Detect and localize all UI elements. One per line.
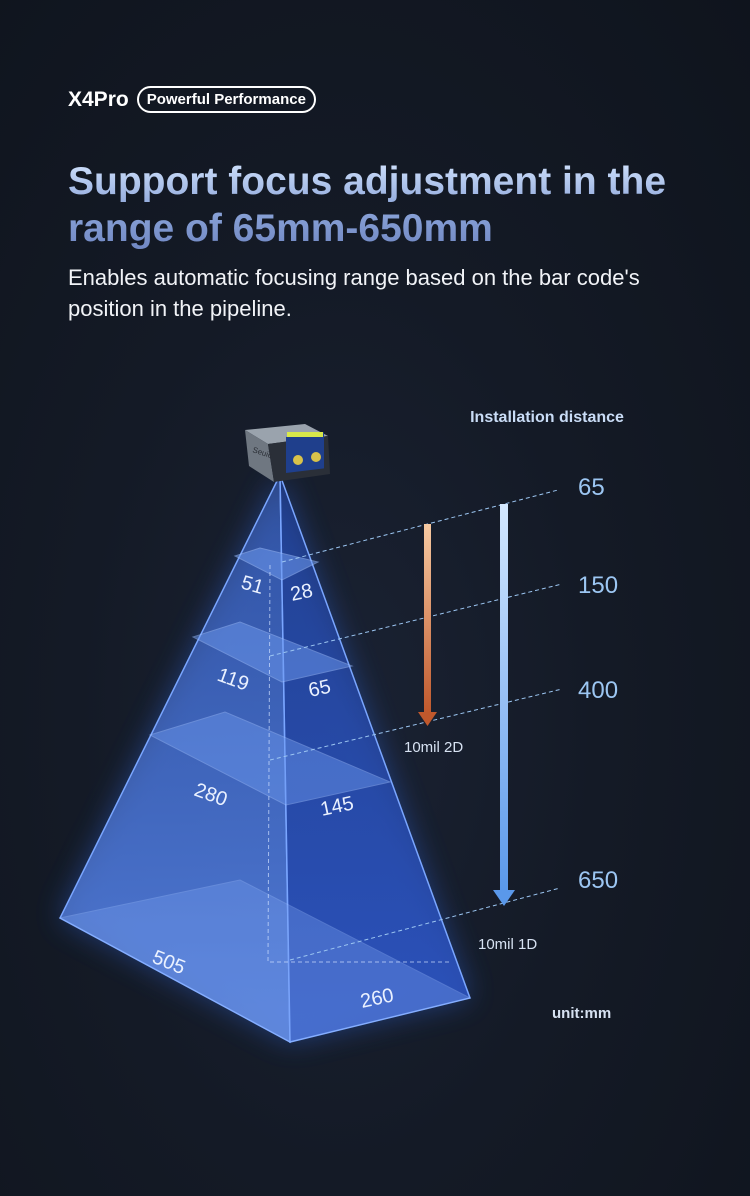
fov-right-65: 65 [306,676,332,702]
plane-65 [233,547,320,581]
leader-line-65 [281,489,559,563]
pyramid-right-face [279,474,471,1043]
leader-line-650 [289,887,561,961]
installation-distance-label: Installation distance [470,409,624,426]
arrow-1d-label: 10mil 1D [478,936,537,953]
plane-650 [58,879,472,1043]
leader-line-400 [269,688,563,761]
headline: Support focus adjustment in the range of… [68,158,708,252]
leader-line-150 [269,583,563,657]
distance-65: 65 [578,474,605,501]
distance-400: 400 [578,677,618,704]
product-header: X4Pro Powerful Performance [68,86,316,113]
arrow-2d-head [418,712,437,726]
scanner-device: Seuic [245,424,330,482]
distance-650: 650 [578,867,618,894]
plane-150 [191,621,354,683]
arrow-1d-shaft [500,504,508,892]
focus-range-diagram: Seuic Installation distance 65 150 400 6… [58,409,624,1044]
distance-150: 150 [578,572,618,599]
arrow-1d-head [493,890,515,906]
arrow-2d-label: 10mil 2D [404,739,463,756]
description: Enables automatic focusing range based o… [68,265,640,321]
unit-label: unit:mm [552,1005,611,1022]
arrow-2d-shaft [424,524,431,714]
fov-right-28: 28 [288,580,314,606]
inner-dashed-frame [267,564,450,963]
plane-400 [148,711,392,806]
performance-badge: Powerful Performance [136,86,316,113]
model-name: X4Pro [68,87,129,111]
